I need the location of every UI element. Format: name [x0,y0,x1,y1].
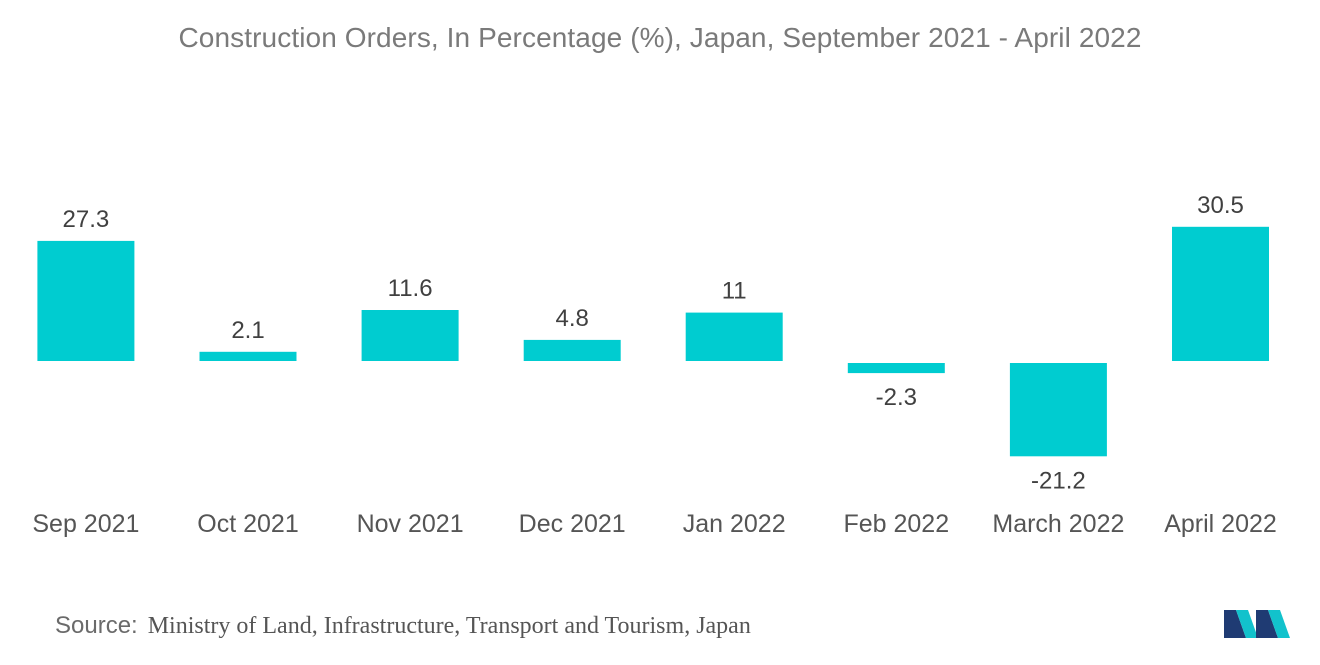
x-tick-label: Sep 2021 [32,510,139,538]
bar-nov-2021 [361,310,459,361]
source-text: Ministry of Land, Infrastructure, Transp… [147,613,751,639]
x-tick-label: Feb 2022 [843,510,949,538]
data-label: 30.5 [1197,192,1244,219]
x-tick-label: Jan 2022 [683,510,786,538]
data-label: 11.6 [388,275,433,302]
x-tick-label: April 2022 [1164,510,1277,538]
x-tick-label: Dec 2021 [519,510,626,538]
bar-dec-2021 [523,339,621,361]
bar-chart: 27.3 Sep 2021 2.1 Oct 2021 11.6 Nov 2021 4.8 De… [32,192,1277,538]
bar-march-2022 [1009,363,1107,457]
chart-title: Construction Orders, In Percentage (%), … [178,22,1142,53]
x-tick-label: Oct 2021 [197,510,298,538]
bar-oct-2021 [199,351,297,361]
data-label: -21.2 [1031,467,1086,494]
data-label: -2.3 [876,384,917,411]
data-label: 11 [722,278,747,305]
source-label: Source: [55,612,138,639]
bar-april-2022 [1172,226,1269,361]
x-tick-label: March 2022 [992,510,1124,538]
bar-feb-2022 [847,363,945,374]
bar-sep-2021 [37,240,135,361]
mordor-intelligence-logo-icon [1224,610,1290,638]
data-label: 2.1 [231,317,264,344]
data-label: 27.3 [63,206,110,233]
bar-jan-2022 [685,312,783,361]
data-label: 4.8 [556,305,589,332]
source-note: Source: Ministry of Land, Infrastructure,… [55,612,751,640]
x-tick-label: Nov 2021 [357,510,464,538]
